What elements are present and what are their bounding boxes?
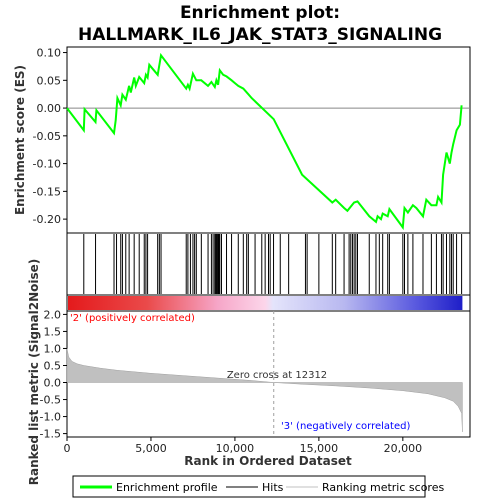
x-tick-label: 10,000 [216,442,255,455]
es-y-tick-label: 0.05 [37,74,62,87]
es-y-tick-label: -0.20 [33,213,61,226]
ranking-metric-area [66,348,463,432]
ranked-y-tick-label: 0.0 [44,377,62,390]
zero-cross-label: Zero cross at 12312 [227,370,327,381]
chart-title-line2: HALLMARK_IL6_JAK_STAT3_SIGNALING [78,25,442,45]
positively-correlated-label: '2' (positively correlated) [70,313,195,324]
es-y-tick-label: -0.05 [33,130,61,143]
es-y-tick-label: -0.10 [33,158,61,171]
es-y-ticks: 0.10 0.05 0.00 -0.05 -0.10 -0.15 -0.20 [33,47,67,226]
x-axis-ticks: 0 5,000 10,000 15,000 20,000 [64,437,423,455]
rank-color-bar [66,294,471,312]
ranked-y-axis-label: Ranked list metric (Signal2Noise) [27,259,41,486]
ranked-metric-panel: 2.0 1.5 1.0 0.5 0.0 -0.5 -1.0 -1.5 '2' (positiv… [27,259,471,486]
legend-label-enrichment: Enrichment profile [116,481,218,494]
chart-title-line1: Enrichment plot: [180,3,340,23]
es-panel: 0.10 0.05 0.00 -0.05 -0.10 -0.15 -0.20 Enrichm… [13,46,471,234]
ranked-y-tick-label: 2.0 [44,308,62,321]
hit-marks [83,234,463,294]
ranked-y-tick-label: 1.0 [44,342,62,355]
x-tick-label: 5,000 [135,442,167,455]
x-tick-label: 15,000 [300,442,339,455]
enrichment-profile-line [66,52,463,231]
ranked-y-ticks: 2.0 1.5 1.0 0.5 0.0 -0.5 -1.0 -1.5 [40,308,67,441]
x-axis-label: Rank in Ordered Dataset [184,454,352,468]
legend-label-ranking: Ranking metric scores [322,481,444,494]
ranked-y-tick-label: 1.5 [44,325,62,338]
ranked-y-tick-label: -1.5 [40,428,61,441]
es-y-tick-label: 0.00 [37,102,62,115]
es-panel-frame [66,46,471,234]
legend-label-hits: Hits [262,481,284,494]
x-tick-label: 20,000 [384,442,423,455]
hits-panel [66,232,471,296]
es-y-axis-label: Enrichment score (ES) [13,65,27,215]
ranked-y-tick-label: 0.5 [44,359,62,372]
ranked-y-tick-label: -1.0 [40,411,61,424]
legend: Enrichment profile Hits Ranking metric s… [72,475,444,498]
x-tick-label: 0 [64,442,71,455]
negatively-correlated-label: '3' (negatively correlated) [281,421,410,432]
es-y-tick-label: 0.10 [37,47,62,60]
es-y-tick-label: -0.15 [33,185,61,198]
rank-color-bar-fill [68,296,463,310]
ranked-y-tick-label: -0.5 [40,394,61,407]
